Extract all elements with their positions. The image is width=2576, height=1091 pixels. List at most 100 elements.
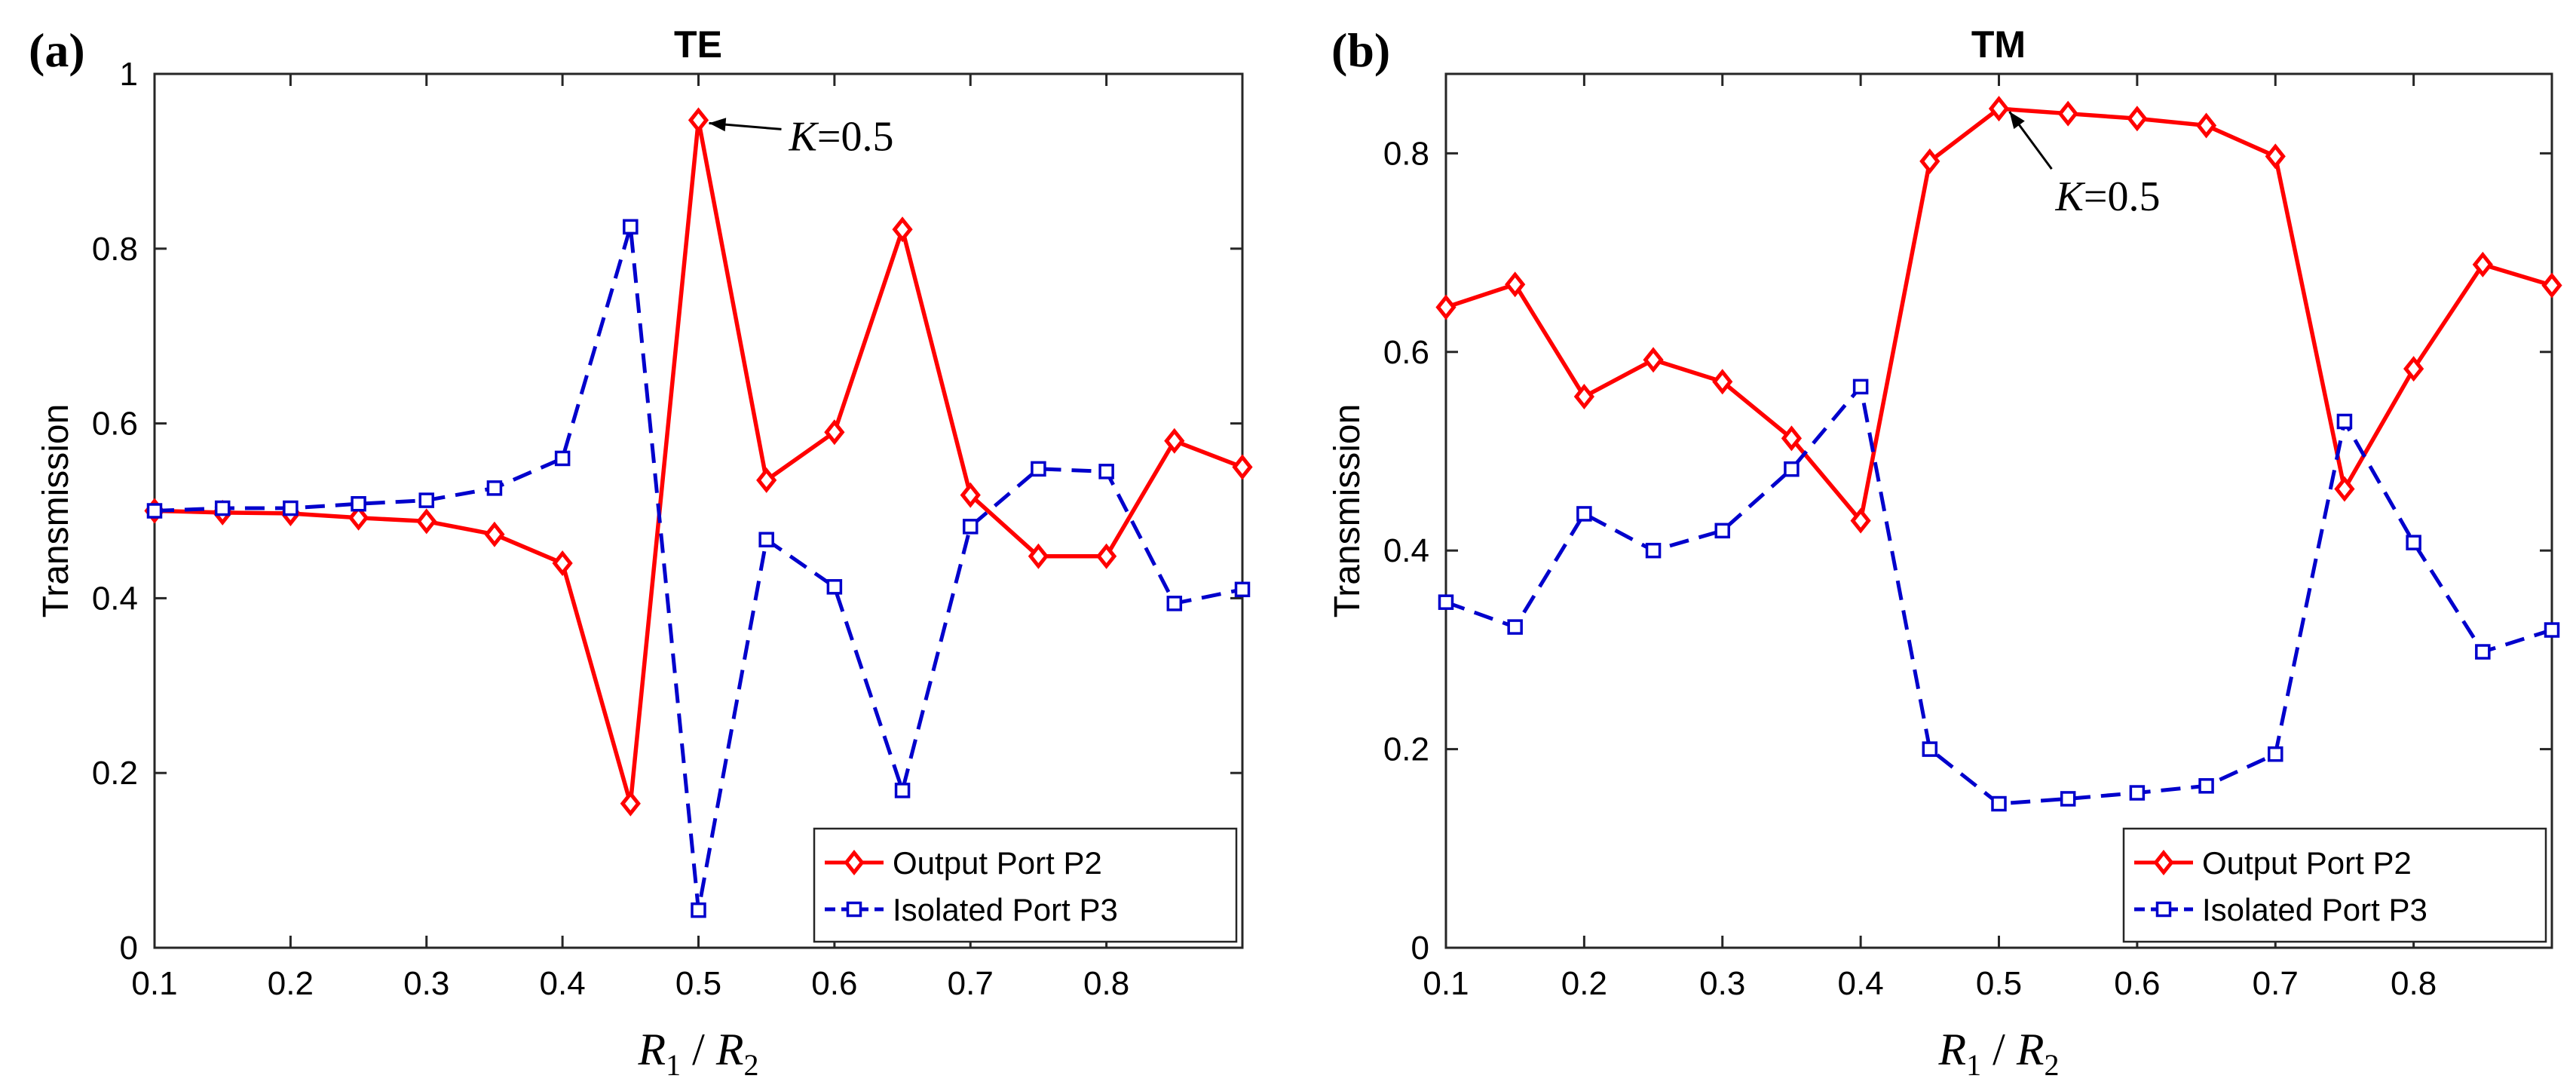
data-point-diamond bbox=[1435, 294, 1456, 320]
data-point-diamond bbox=[620, 790, 641, 817]
chart-title: TE bbox=[674, 23, 722, 66]
data-point-square bbox=[486, 480, 503, 496]
data-point-square bbox=[1234, 581, 1251, 598]
data-point-diamond bbox=[688, 107, 709, 133]
x-tick-label: 0.8 bbox=[2391, 965, 2437, 1002]
data-point-diamond bbox=[892, 216, 913, 243]
data-point-square bbox=[894, 783, 911, 798]
annotation-value: =0.5 bbox=[817, 113, 894, 160]
legend-marker-diamond bbox=[844, 849, 865, 876]
x-tick-label: 0.6 bbox=[2114, 965, 2160, 1002]
x-tick-label: 0.1 bbox=[131, 965, 177, 1002]
data-point-square bbox=[2268, 746, 2283, 762]
y-tick-label: 0.4 bbox=[1383, 532, 1429, 569]
data-point-diamond bbox=[2057, 100, 2078, 127]
data-point-diamond bbox=[2472, 251, 2493, 277]
data-point-diamond bbox=[2127, 106, 2148, 132]
x-axis-label-part: R bbox=[1938, 1025, 1967, 1074]
legend-label: Isolated Port P3 bbox=[893, 892, 1118, 927]
data-point-square bbox=[351, 495, 366, 512]
x-axis-label-part: R bbox=[2016, 1025, 2045, 1074]
annotation-k: K bbox=[789, 113, 819, 160]
x-tick-label: 0.2 bbox=[1561, 965, 1607, 1002]
y-tick-label: 0.2 bbox=[92, 755, 138, 792]
y-axis-label: Transmission bbox=[36, 404, 76, 618]
x-axis-label: R1 / R2 bbox=[638, 1025, 759, 1082]
plot-frame bbox=[1444, 72, 2553, 949]
x-tick-label: 0.8 bbox=[1083, 965, 1129, 1002]
legend-label: Output Port P2 bbox=[893, 845, 1102, 881]
data-point-square bbox=[283, 500, 299, 516]
x-tick-label: 0.1 bbox=[1423, 965, 1469, 1002]
annotation-k: K bbox=[2055, 173, 2086, 220]
y-axis-label: Transmission bbox=[1328, 404, 1368, 618]
data-point-square bbox=[418, 492, 434, 508]
y-tick-label: 0 bbox=[120, 930, 138, 967]
y-tick-label: 0.2 bbox=[1383, 731, 1429, 768]
data-point-square bbox=[146, 503, 163, 519]
x-tick-label: 0.3 bbox=[1699, 965, 1745, 1002]
data-point-square bbox=[963, 519, 979, 535]
data-point-diamond bbox=[348, 504, 369, 531]
data-point-square bbox=[2198, 778, 2214, 794]
y-tick-label: 0.6 bbox=[1383, 334, 1429, 371]
data-point-square bbox=[1714, 523, 1730, 539]
data-point-square bbox=[1991, 795, 2007, 812]
data-point-diamond bbox=[1164, 428, 1185, 454]
data-point-square bbox=[1031, 461, 1046, 477]
legend-box bbox=[2122, 827, 2547, 943]
legend-box bbox=[813, 827, 1238, 943]
x-axis-label-part: R bbox=[715, 1025, 744, 1074]
data-point-diamond bbox=[1096, 543, 1117, 569]
x-tick-label: 0.5 bbox=[1976, 965, 2022, 1002]
annotation-arrow-head bbox=[2009, 112, 2025, 130]
data-point-square bbox=[1784, 461, 1800, 477]
data-point-diamond bbox=[1988, 96, 2010, 122]
data-point-square bbox=[2129, 785, 2146, 801]
data-point-diamond bbox=[416, 508, 437, 535]
y-tick-label: 0.8 bbox=[92, 231, 138, 268]
data-point-diamond bbox=[2541, 272, 2562, 299]
data-point-diamond bbox=[1850, 507, 1871, 534]
panel-label: (a) bbox=[29, 23, 85, 77]
data-point-diamond bbox=[1232, 454, 1253, 480]
annotation-value: =0.5 bbox=[2084, 173, 2161, 220]
x-tick-label: 0.4 bbox=[1838, 965, 1884, 1002]
data-point-square bbox=[1852, 378, 1869, 395]
data-point-square bbox=[826, 579, 843, 595]
x-axis-label-part: 2 bbox=[2044, 1048, 2059, 1082]
data-point-square bbox=[623, 219, 639, 235]
data-point-diamond bbox=[2265, 143, 2286, 170]
data-point-diamond bbox=[1712, 369, 1733, 395]
data-point-diamond bbox=[756, 467, 777, 493]
panel-b-tm-chart: 0.1 0.2 0.3 0.4 0.5 0.6 0.7 0.8 0 0.2 0.4 0.6 0.8 TM (… bbox=[1328, 23, 2562, 1082]
data-point-square bbox=[1166, 596, 1183, 611]
x-axis-label-part: / bbox=[681, 1025, 716, 1074]
data-point-square bbox=[1645, 542, 1662, 559]
x-axis-label-part: 2 bbox=[743, 1048, 758, 1082]
plot-frame bbox=[153, 72, 1244, 949]
panel-a-te-chart: 0.1 0.2 0.3 0.4 0.5 0.6 0.7 0.8 0 0.2 0.4 0.6 0.8 1 TE… bbox=[29, 23, 1253, 1082]
data-point-diamond bbox=[2334, 476, 2355, 502]
x-tick-label: 0.7 bbox=[948, 965, 994, 1002]
data-point-square bbox=[2336, 413, 2353, 430]
legend-marker-square bbox=[2155, 901, 2172, 918]
data-point-diamond bbox=[2403, 356, 2424, 382]
y-tick-label: 0.6 bbox=[92, 406, 138, 443]
legend-marker-diamond bbox=[2153, 849, 2174, 876]
y-tick-label: 1 bbox=[120, 56, 138, 93]
data-point-square bbox=[2406, 535, 2421, 550]
data-point-diamond bbox=[960, 482, 981, 508]
x-axis-label-part: / bbox=[1981, 1025, 2017, 1074]
data-point-square bbox=[2475, 644, 2491, 660]
data-point-square bbox=[554, 450, 571, 467]
data-point-square bbox=[214, 500, 231, 516]
x-tick-label: 0.2 bbox=[268, 965, 314, 1002]
legend-label: Output Port P2 bbox=[2202, 845, 2412, 881]
data-point-diamond bbox=[1919, 148, 1940, 174]
x-axis-label-part: 1 bbox=[1966, 1048, 1981, 1082]
data-point-diamond bbox=[2195, 112, 2217, 139]
data-point-square bbox=[758, 532, 774, 547]
y-tick-label: 0 bbox=[1411, 930, 1429, 967]
